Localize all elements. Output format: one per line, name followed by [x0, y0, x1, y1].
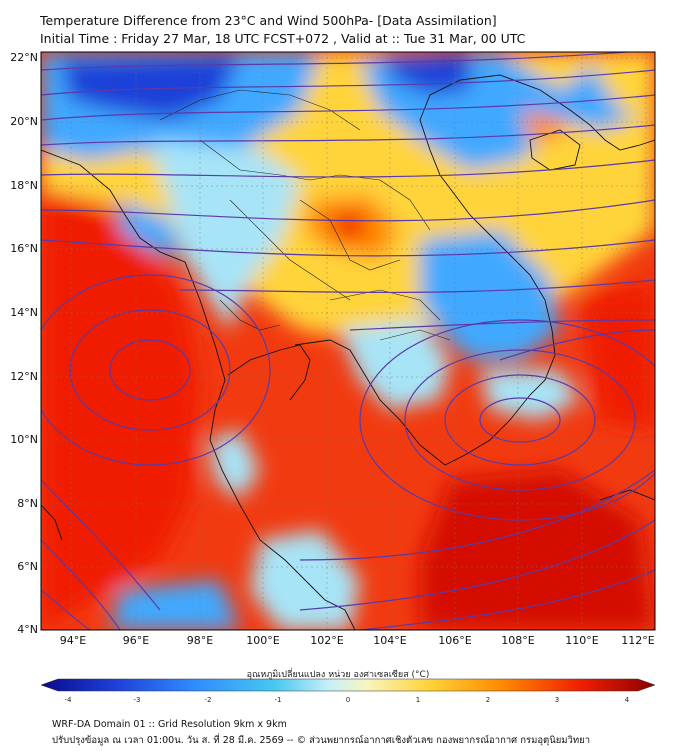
lon-label: 112°E	[621, 634, 655, 647]
lat-label: 20°N	[10, 115, 38, 128]
lat-label: 12°N	[10, 370, 38, 383]
lat-label: 6°N	[17, 560, 38, 573]
lon-label: 94°E	[59, 634, 87, 647]
colorbar-tick: 1	[415, 696, 421, 704]
lon-label: 100°E	[246, 634, 280, 647]
colorbar	[40, 678, 656, 692]
lat-label: 10°N	[10, 433, 38, 446]
colorbar-tick: -1	[274, 696, 282, 704]
colorbar-tick: -3	[133, 696, 141, 704]
lon-label: 102°E	[310, 634, 344, 647]
footer-credit: ปรับปรุงข้อมูล ณ เวลา 01:00น. วัน ส. ที่…	[52, 735, 591, 746]
colorbar-tick: -4	[64, 696, 72, 704]
lat-label: 8°N	[17, 497, 38, 510]
lat-label: 18°N	[10, 179, 38, 192]
lat-lon-grid	[41, 52, 655, 630]
chart-subtitle: Initial Time : Friday 27 Mar, 18 UTC FCS…	[40, 31, 526, 46]
colorbar-tick: 2	[485, 696, 491, 704]
lon-label: 110°E	[565, 634, 599, 647]
map-frame	[40, 51, 656, 631]
lon-label: 108°E	[501, 634, 535, 647]
lon-label: 104°E	[373, 634, 407, 647]
lat-label: 16°N	[10, 242, 38, 255]
lat-label: 22°N	[10, 51, 38, 64]
lon-label: 98°E	[186, 634, 214, 647]
colorbar-tick: 4	[624, 696, 630, 704]
colorbar-tick: -2	[204, 696, 212, 704]
lon-label: 106°E	[438, 634, 472, 647]
footer-model-info: WRF-DA Domain 01 :: Grid Resolution 9km …	[52, 719, 287, 730]
colorbar-title: อุณหภูมิเปลี่ยนแปลง หน่วย องศาเซลเซียส (…	[246, 670, 430, 680]
lat-label: 4°N	[17, 623, 38, 636]
wind-streamlines	[41, 52, 655, 630]
lon-label: 96°E	[122, 634, 150, 647]
country-borders	[159, 89, 451, 341]
colorbar-tick: 0	[345, 696, 351, 704]
chart-title: Temperature Difference from 23°C and Win…	[40, 13, 497, 28]
coastline	[41, 74, 655, 630]
lat-label: 14°N	[10, 306, 38, 319]
colorbar-tick: 3	[554, 696, 560, 704]
